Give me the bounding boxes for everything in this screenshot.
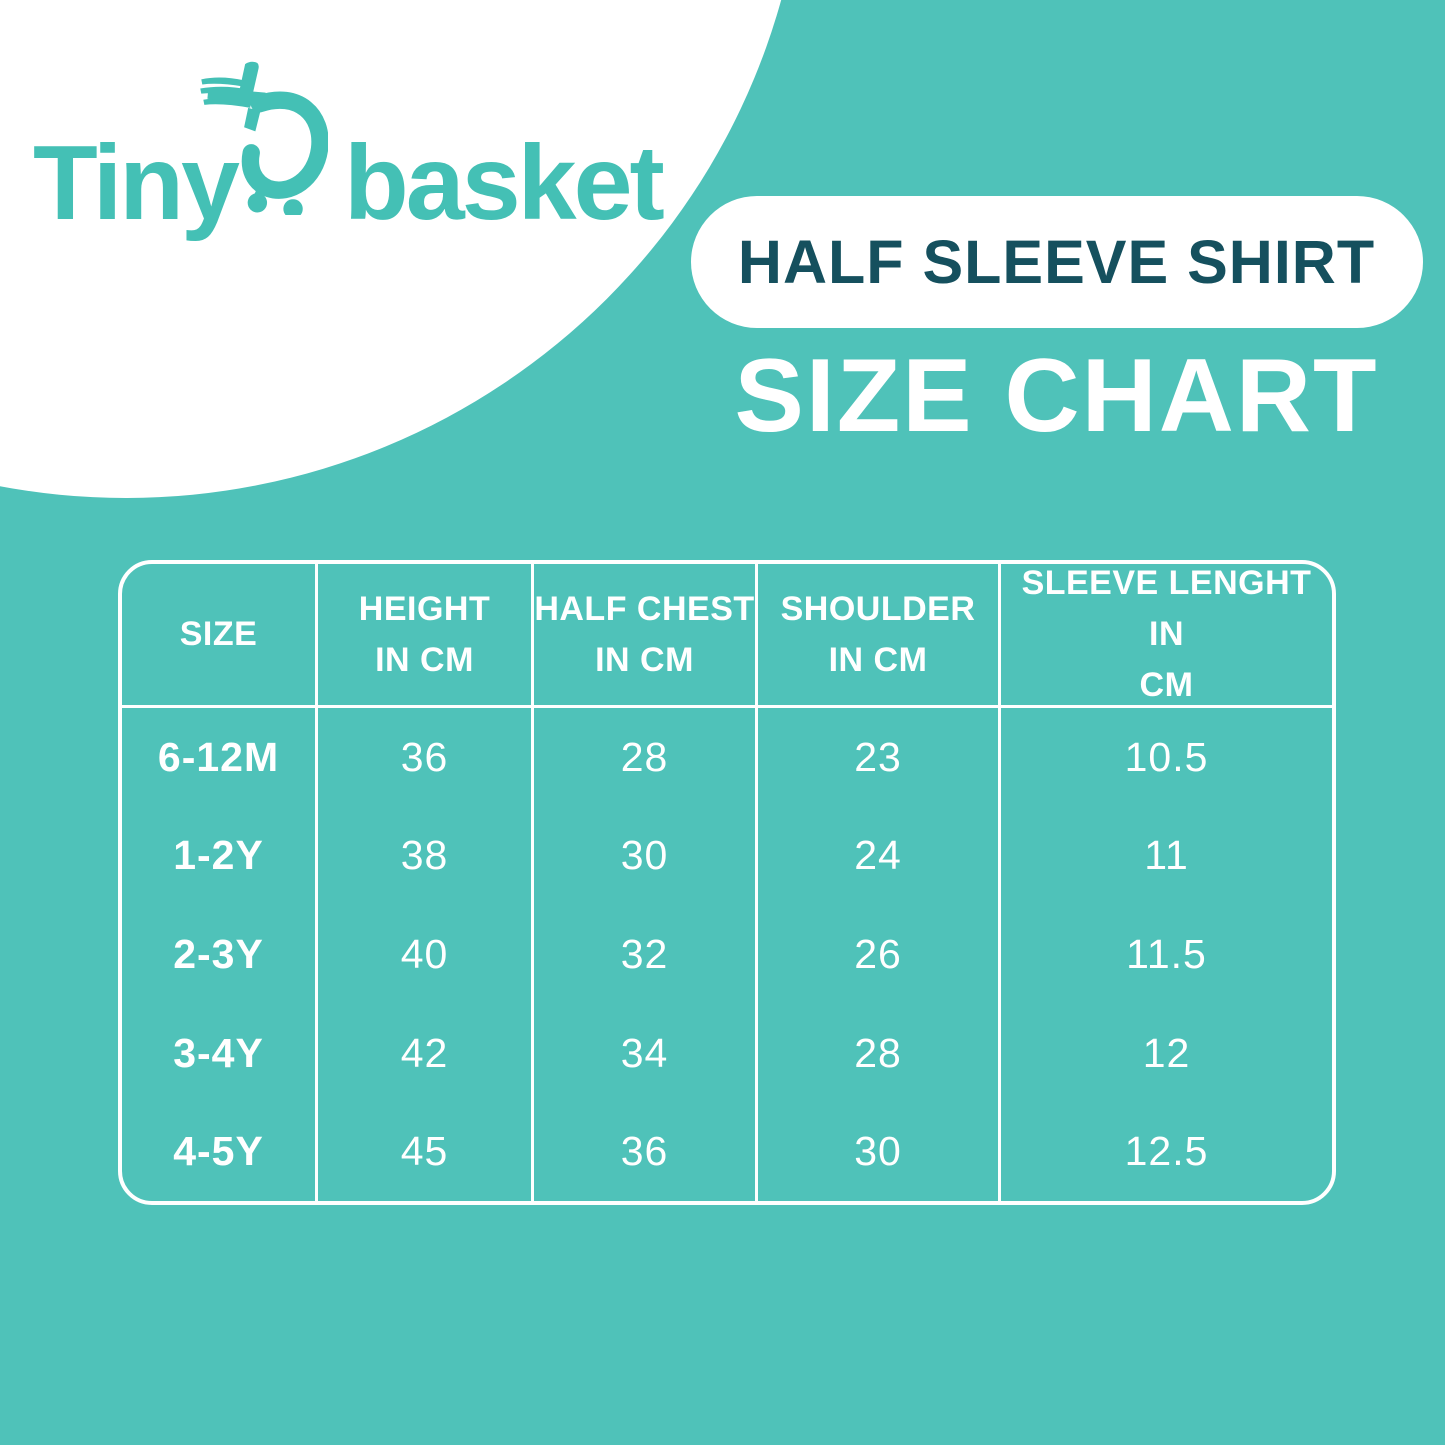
header-block: HALF SLEEVE SHIRT SIZE CHART [649, 196, 1445, 448]
row-label: 2-3Y [122, 905, 318, 1004]
cell-sleeve-length: 12.5 [1124, 1128, 1209, 1175]
basket-cart-icon [200, 61, 328, 215]
cell-shoulder: 24 [758, 806, 1001, 906]
cell-shoulder: 26 [758, 905, 1001, 1004]
cell-shoulder: 28 [758, 1003, 1001, 1103]
cell-sleeve-length: 11 [1144, 832, 1189, 879]
cell-height: 40 [318, 905, 534, 1004]
column-header-height: HEIGHT IN CM [318, 564, 534, 708]
row-label: 4-5Y [122, 1102, 318, 1201]
column-header-size: SIZE [122, 564, 318, 708]
cell-half-chest: 28 [534, 708, 758, 807]
cell-height: 45 [318, 1102, 534, 1201]
cell-height: 38 [318, 806, 534, 906]
page-title: SIZE CHART [734, 338, 1379, 454]
cell-half-chest: 34 [534, 1003, 758, 1103]
logo-text-basket: basket [344, 124, 665, 242]
column-header-shoulder: SHOULDER IN CM [758, 564, 1001, 708]
cell-height: 42 [318, 1003, 534, 1103]
cell-half-chest: 30 [534, 806, 758, 906]
cell-shoulder: 23 [758, 708, 1001, 807]
row-label: 3-4Y [122, 1003, 318, 1103]
cell-height: 36 [318, 708, 534, 807]
row-label: 6-12M [122, 708, 318, 807]
cell-shoulder: 30 [758, 1102, 1001, 1201]
cell-sleeve-length: 12 [1142, 1029, 1191, 1076]
product-name-pill: HALF SLEEVE SHIRT [690, 196, 1423, 328]
cell-half-chest: 32 [534, 905, 758, 1004]
cell-sleeve-length: 11.5 [1126, 930, 1207, 977]
cell-half-chest: 36 [534, 1102, 758, 1201]
logo-text-tiny: Tiny [33, 124, 240, 242]
column-header-half-chest: HALF CHEST IN CM [534, 564, 758, 708]
size-table: SIZE HEIGHT IN CM HALF CHEST IN CM SHOUL… [118, 560, 1336, 1205]
column-header-sleeve-length: SLEEVE LENGHT IN CM [1001, 564, 1332, 708]
product-name-label: HALF SLEEVE SHIRT [737, 228, 1376, 296]
row-label: 1-2Y [122, 806, 318, 906]
cell-sleeve-length: 10.5 [1124, 733, 1209, 780]
